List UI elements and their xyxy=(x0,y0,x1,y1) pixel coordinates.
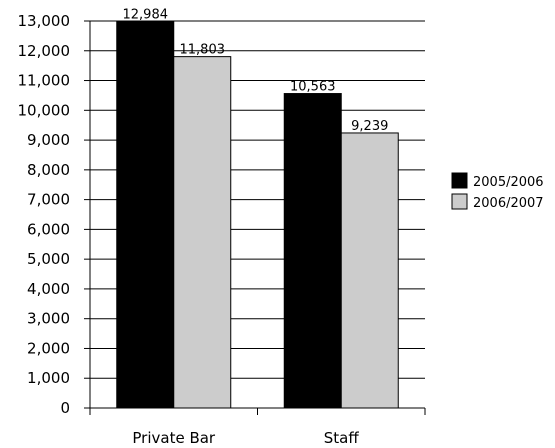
legend-label: 2006/2007 xyxy=(473,196,544,211)
y-tick-label: 10,000 xyxy=(18,101,71,119)
y-tick-label: 1,000 xyxy=(27,369,70,387)
legend-swatch xyxy=(451,193,468,210)
y-tick-label: 12,000 xyxy=(18,42,71,60)
bar-2006-2007-staff xyxy=(340,132,399,409)
bar-value-label: 12,984 xyxy=(123,7,169,22)
bar-value-label: 10,563 xyxy=(290,80,336,95)
bar-2005-2006-private-bar xyxy=(116,20,175,409)
y-tick-label: 2,000 xyxy=(27,339,70,357)
bar-2005-2006-staff xyxy=(283,93,342,409)
y-tick-label: 0 xyxy=(60,399,70,417)
x-category-label: Staff xyxy=(324,429,360,447)
y-tick-label: 5,000 xyxy=(27,250,70,268)
bar-2006-2007-private-bar xyxy=(173,56,232,409)
y-tick-label: 4,000 xyxy=(27,280,70,298)
y-tick-label: 8,000 xyxy=(27,161,70,179)
y-tick-label: 6,000 xyxy=(27,220,70,238)
legend: 2005/2006 2006/2007 xyxy=(451,172,544,211)
bar-value-label: 9,239 xyxy=(351,119,388,134)
axes: 0 1,000 2,000 3,000 4,000 5,000 6,000 7,000 8,00… xyxy=(18,12,426,447)
legend-label: 2005/2006 xyxy=(473,175,544,190)
y-tick-label: 3,000 xyxy=(27,310,70,328)
legend-swatch xyxy=(451,172,468,189)
data-labels: 12,984 11,803 10,563 9,239 xyxy=(123,7,389,133)
y-tick-label: 9,000 xyxy=(27,131,70,149)
bar-value-label: 11,803 xyxy=(180,43,226,58)
y-tick-label: 7,000 xyxy=(27,191,70,209)
x-category-label: Private Bar xyxy=(132,429,216,447)
bars xyxy=(116,20,399,409)
y-tick-label: 11,000 xyxy=(18,72,71,90)
y-tick-label: 13,000 xyxy=(18,12,71,30)
